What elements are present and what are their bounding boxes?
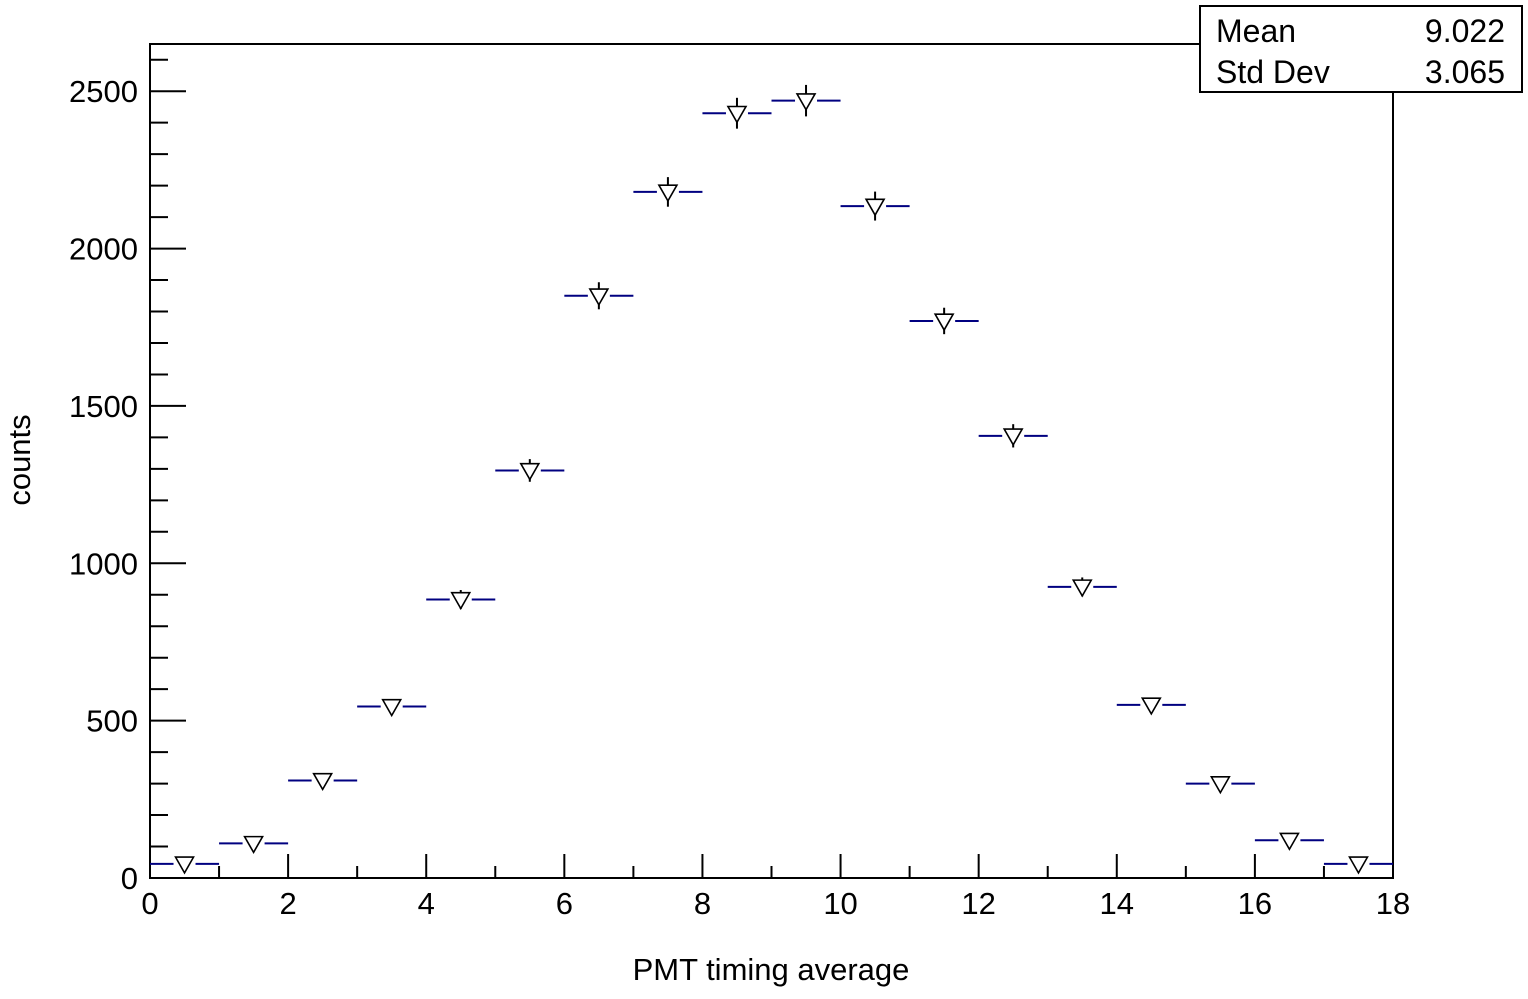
triangle-marker <box>726 105 748 124</box>
x-tick-label: 8 <box>694 886 711 921</box>
triangle-marker <box>864 198 886 217</box>
stats-box-frame <box>1199 5 1523 93</box>
x-tick-label: 14 <box>1100 886 1134 921</box>
data-point <box>426 590 496 611</box>
data-point <box>840 191 910 221</box>
y-tick-label: 1500 <box>69 389 138 424</box>
data-point <box>495 459 565 482</box>
y-tick-label: 2000 <box>69 232 138 267</box>
plot-frame <box>149 43 1394 879</box>
x-tick-label: 18 <box>1376 886 1410 921</box>
y-tick-label: 500 <box>86 704 138 739</box>
data-point <box>771 84 841 117</box>
triangle-marker <box>795 93 817 112</box>
stats-box: Mean 9.022 Std Dev 3.065 <box>1199 5 1523 93</box>
triangle-marker <box>1140 697 1162 716</box>
data-point <box>150 856 220 875</box>
data-point <box>909 307 979 335</box>
data-point <box>1047 577 1117 598</box>
triangle-marker <box>657 184 679 203</box>
triangle-marker <box>1279 832 1300 851</box>
y-tick-label: 0 <box>121 861 138 896</box>
data-point <box>564 282 634 310</box>
triangle-marker <box>1348 856 1369 875</box>
triangle-marker <box>588 288 610 307</box>
stats-mean-value: 9.022 <box>1425 13 1505 49</box>
data-point <box>702 97 772 129</box>
x-tick-label: 2 <box>279 886 296 921</box>
y-axis-label: counts <box>2 414 37 505</box>
x-tick-label: 6 <box>556 886 573 921</box>
data-point <box>357 698 427 718</box>
data-point <box>1185 776 1255 795</box>
x-tick-label: 10 <box>823 886 857 921</box>
triangle-marker <box>243 835 264 854</box>
data-point <box>1116 697 1186 716</box>
triangle-marker <box>1209 776 1231 795</box>
data-point <box>1254 832 1324 851</box>
y-tick-label: 2500 <box>69 74 138 109</box>
data-point <box>219 835 289 854</box>
x-tick-label: 4 <box>418 886 435 921</box>
triangle-marker <box>1002 428 1024 447</box>
triangle-marker <box>519 462 541 482</box>
triangle-marker <box>381 698 403 718</box>
y-tick-label: 1000 <box>69 546 138 581</box>
triangle-marker <box>174 856 195 875</box>
x-tick-label: 12 <box>961 886 995 921</box>
triangle-marker <box>933 313 955 332</box>
x-tick-label: 16 <box>1238 886 1272 921</box>
triangle-marker <box>312 772 334 792</box>
data-point <box>978 424 1048 448</box>
stats-mean-label: Mean <box>1216 13 1296 49</box>
triangle-marker <box>450 591 472 611</box>
x-tick-label: 0 <box>141 886 158 921</box>
triangle-marker <box>1071 579 1093 598</box>
stats-stddev-value: 3.065 <box>1425 54 1505 90</box>
data-point <box>633 177 703 207</box>
data-point <box>288 772 358 792</box>
data-point <box>1323 856 1393 875</box>
x-axis-label: PMT timing average <box>633 952 910 987</box>
stats-stddev-label: Std Dev <box>1216 54 1330 90</box>
